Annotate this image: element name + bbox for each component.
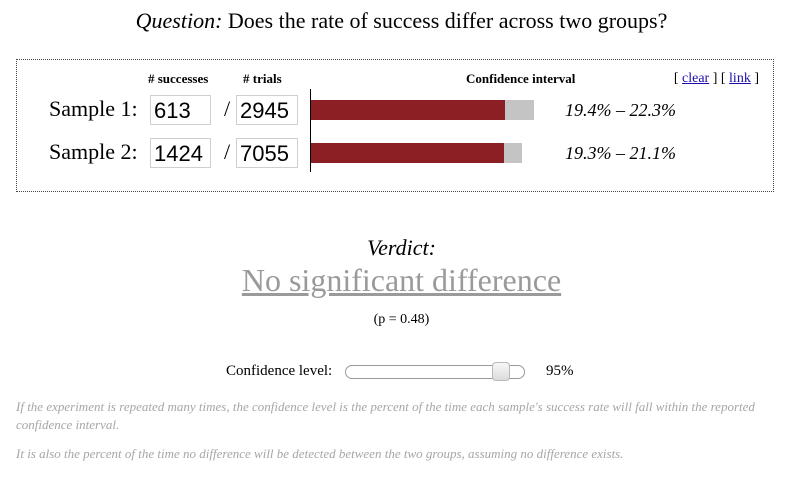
bracket-open: [ [673, 71, 679, 86]
sample-2-slash: / [224, 139, 231, 164]
confidence-slider-track[interactable] [345, 365, 525, 379]
confidence-slider-thumb[interactable] [491, 362, 510, 381]
confidence-level-label: Confidence level: [226, 363, 333, 379]
explanation-note-1: If the experiment is repeated many times… [16, 399, 755, 432]
ci-axis-line [310, 89, 311, 172]
sample-2-successes-input[interactable]: 1424 [150, 138, 211, 168]
question-text: Does the rate of success differ across t… [227, 8, 668, 33]
verdict-result-link[interactable]: No significant difference [241, 262, 562, 298]
sample-1-ci-bar [505, 100, 534, 120]
sample-1-slash: / [224, 96, 231, 121]
panel-links: [ clear ] [ link ] [674, 71, 759, 87]
trials-column-header: # trials [243, 71, 282, 86]
sample-1-trials-input[interactable]: 2945 [236, 95, 298, 125]
sample-1-ci-text: 19.4% – 22.3% [565, 100, 676, 120]
verdict-result: No significant difference [0, 262, 803, 299]
sample-1-bar [311, 100, 534, 120]
clear-link[interactable]: clear [682, 71, 710, 86]
sample-2-ci-bar [504, 143, 522, 163]
samples-panel: # successes # trials Confidence interval… [16, 59, 774, 192]
verdict-label: Verdict: [367, 235, 436, 260]
sample-2-rate-bar [311, 143, 504, 163]
explanation-note-2: It is also the percent of the time no di… [16, 446, 624, 461]
sample-1-label: Sample 1: [49, 96, 138, 121]
successes-column-header: # successes [148, 71, 209, 86]
bracket-close: ] [754, 71, 759, 86]
bracket-middle: ] [ [712, 71, 726, 86]
confidence-level-value: 95% [546, 363, 574, 379]
ci-column-header: Confidence interval [466, 71, 576, 86]
permalink-link[interactable]: link [729, 71, 751, 86]
sample-2-label: Sample 2: [49, 139, 138, 164]
p-value: (p = 0.48) [373, 312, 430, 327]
question-label: Question: [135, 8, 223, 33]
sample-1-successes-input[interactable]: 613 [150, 95, 211, 125]
sample-2-trials-input[interactable]: 7055 [236, 138, 298, 168]
sample-2-ci-text: 19.3% – 21.1% [565, 143, 676, 163]
sample-2-bar [311, 143, 522, 163]
sample-1-rate-bar [311, 100, 505, 120]
question-heading: Question: Does the rate of success diffe… [0, 8, 803, 34]
